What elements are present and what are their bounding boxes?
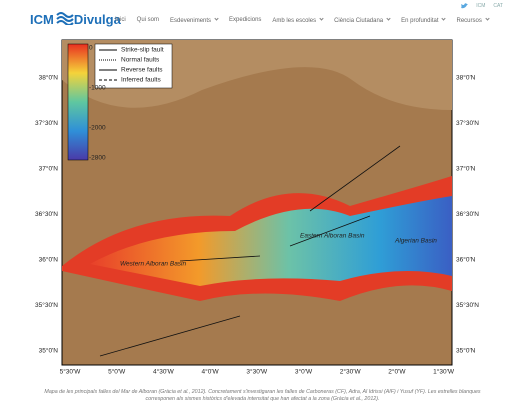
twitter-icon[interactable] <box>461 3 469 9</box>
place-label: Western Alboran Basin <box>120 261 187 268</box>
lat-label: 35°30'N <box>35 301 58 309</box>
lon-label: 1°30'W <box>433 368 455 376</box>
colorbar <box>67 43 89 161</box>
lat-label: 37°0'N <box>456 165 476 173</box>
lon-label: 5°30'W <box>60 368 82 376</box>
depth-label: 0 <box>89 45 93 52</box>
lat-label: 35°0'N <box>39 347 59 355</box>
depth-label: -1000 <box>89 85 106 92</box>
nav-item[interactable]: Inici <box>115 17 126 23</box>
lat-label: 36°0'N <box>39 256 59 264</box>
lat-label: 37°30'N <box>35 119 58 127</box>
lon-label: 4°0'W <box>201 368 219 376</box>
nav-item[interactable]: Esdeveniments <box>170 17 218 24</box>
nav-item[interactable]: Qui som <box>136 17 160 23</box>
map-figure: 38°0'N 38°0'N 37°30'N 37°30'N 37°0'N 37°0'N 36… <box>35 39 479 376</box>
logo[interactable]: ICM Divulga <box>30 12 121 27</box>
lat-label: 38°0'N <box>39 74 59 82</box>
legend-label: Normal faults <box>121 57 160 64</box>
depth-label: -2000 <box>89 125 106 132</box>
logo-text[interactable]: ICM <box>30 12 54 27</box>
top-links: ICM CAT <box>461 3 503 9</box>
lon-label: 3°0'W <box>295 368 313 376</box>
nav-item[interactable]: Ciència Ciutadana <box>334 17 390 24</box>
lat-label: 35°30'N <box>456 301 479 309</box>
lat-label: 37°30'N <box>456 119 479 127</box>
nav-item[interactable]: Amb les escoles <box>272 17 323 24</box>
lat-label: 37°0'N <box>39 165 59 173</box>
fault-lines <box>99 145 401 357</box>
legend <box>94 43 173 89</box>
sea-basin <box>90 196 452 286</box>
logo-text[interactable]: Divulga <box>73 12 121 27</box>
lon-label: 5°0'W <box>108 368 126 376</box>
legend-label: Reverse faults <box>121 67 163 74</box>
lat-label: 35°0'N <box>456 347 476 355</box>
top-link[interactable]: ICM <box>476 3 486 9</box>
lat-label: 38°0'N <box>456 74 476 82</box>
lon-label: 4°30'W <box>153 368 175 376</box>
lon-label: 2°0'W <box>388 368 406 376</box>
header: ICM Divulga ICM CAT Inici Qui som Esdevenime… <box>0 0 525 36</box>
logo-icon[interactable] <box>56 11 74 25</box>
nav-item[interactable]: Recursos <box>456 17 488 24</box>
place-label: Algerian Basin <box>394 238 437 245</box>
legend-label: Strike-slip fault <box>121 47 164 54</box>
depth-label: -2800 <box>89 155 106 162</box>
lat-label: 36°30'N <box>35 210 58 218</box>
lon-label: 3°30'W <box>246 368 268 376</box>
lat-label: 36°30'N <box>456 210 479 218</box>
nav: Inici Qui som Esdeveniments Expedicions Amb … <box>115 17 489 24</box>
place-label: Eastern Alboran Basin <box>300 233 365 240</box>
legend-label: Inferred faults <box>121 77 161 84</box>
top-link[interactable]: CAT <box>493 3 503 9</box>
nav-item[interactable]: En profunditat <box>401 17 445 24</box>
caption: Mapa de les principals falles del Mar de… <box>44 389 481 402</box>
nav-item[interactable]: Expedicions <box>229 17 262 23</box>
lon-label: 2°30'W <box>340 368 362 376</box>
lat-label: 36°0'N <box>456 256 476 264</box>
